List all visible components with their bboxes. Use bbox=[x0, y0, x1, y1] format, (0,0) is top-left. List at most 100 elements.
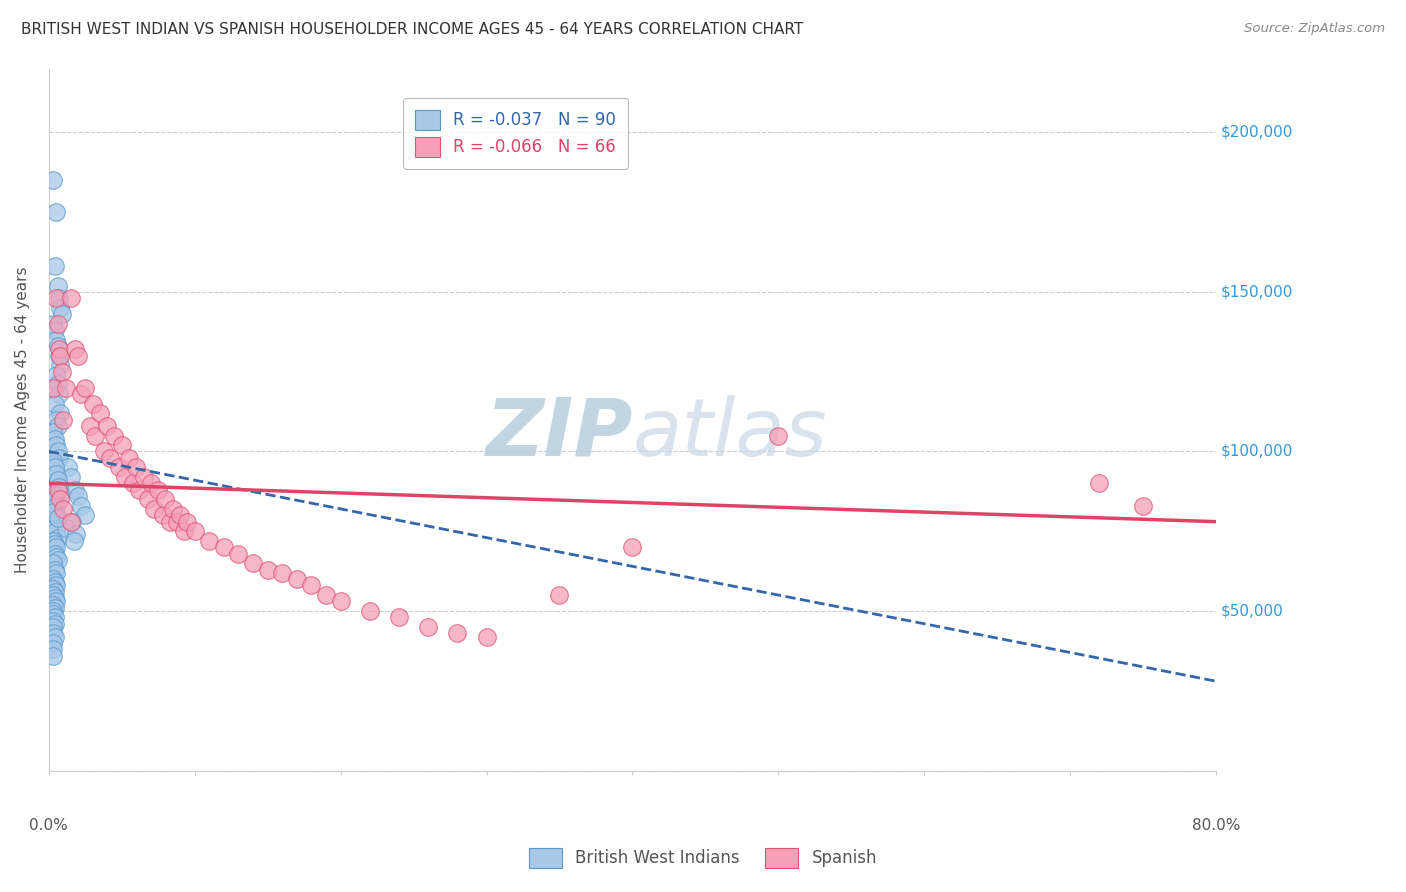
Point bbox=[45, 524, 67, 539]
Point bbox=[44, 585, 66, 599]
Point bbox=[45, 578, 67, 592]
Point bbox=[52, 502, 75, 516]
Point bbox=[45, 368, 67, 382]
Point bbox=[96, 418, 118, 433]
Point bbox=[44, 616, 66, 631]
Point bbox=[51, 365, 73, 379]
Point bbox=[42, 607, 65, 622]
Point bbox=[125, 460, 148, 475]
Point bbox=[136, 492, 159, 507]
Point bbox=[66, 489, 89, 503]
Point bbox=[46, 531, 69, 545]
Point bbox=[418, 620, 440, 634]
Point bbox=[62, 533, 84, 548]
Point bbox=[42, 533, 65, 548]
Point bbox=[44, 464, 66, 478]
Point bbox=[70, 499, 93, 513]
Point bbox=[49, 349, 72, 363]
Point bbox=[42, 588, 65, 602]
Legend: R = -0.037   N = 90, R = -0.066   N = 66: R = -0.037 N = 90, R = -0.066 N = 66 bbox=[404, 98, 628, 169]
Point bbox=[46, 511, 69, 525]
Point bbox=[44, 432, 66, 446]
Point bbox=[46, 278, 69, 293]
Point bbox=[65, 527, 87, 541]
Point bbox=[70, 387, 93, 401]
Point bbox=[46, 339, 69, 353]
Point bbox=[315, 588, 337, 602]
Point bbox=[44, 396, 66, 410]
Point bbox=[42, 636, 65, 650]
Point bbox=[44, 492, 66, 507]
Point bbox=[42, 604, 65, 618]
Point bbox=[42, 614, 65, 628]
Point bbox=[548, 588, 571, 602]
Point bbox=[84, 428, 107, 442]
Point bbox=[45, 594, 67, 608]
Point bbox=[42, 642, 65, 657]
Point bbox=[48, 387, 70, 401]
Point bbox=[44, 521, 66, 535]
Text: $50,000: $50,000 bbox=[1220, 604, 1284, 618]
Point bbox=[45, 495, 67, 509]
Point bbox=[46, 444, 69, 458]
Point bbox=[46, 476, 69, 491]
Point bbox=[45, 508, 67, 523]
Point bbox=[82, 396, 104, 410]
Point bbox=[173, 524, 195, 539]
Point bbox=[42, 620, 65, 634]
Point bbox=[63, 343, 86, 357]
Point bbox=[42, 648, 65, 663]
Point bbox=[166, 515, 188, 529]
Point bbox=[42, 457, 65, 471]
Legend: British West Indians, Spanish: British West Indians, Spanish bbox=[522, 841, 884, 875]
Point bbox=[44, 502, 66, 516]
Point bbox=[56, 460, 79, 475]
Point bbox=[42, 598, 65, 612]
Point bbox=[44, 460, 66, 475]
Point bbox=[176, 515, 198, 529]
Point bbox=[132, 470, 155, 484]
Point bbox=[44, 260, 66, 274]
Text: atlas: atlas bbox=[633, 394, 827, 473]
Point bbox=[42, 582, 65, 596]
Point bbox=[46, 418, 69, 433]
Point bbox=[46, 483, 69, 497]
Point bbox=[60, 515, 83, 529]
Point bbox=[152, 508, 174, 523]
Point bbox=[45, 566, 67, 580]
Point bbox=[183, 524, 205, 539]
Point bbox=[42, 173, 65, 187]
Point bbox=[48, 479, 70, 493]
Text: ZIP: ZIP bbox=[485, 394, 633, 473]
Point bbox=[59, 291, 82, 305]
Point bbox=[44, 610, 66, 624]
Point bbox=[49, 301, 72, 315]
Point bbox=[75, 508, 97, 523]
Point bbox=[42, 486, 65, 500]
Point bbox=[49, 486, 72, 500]
Point bbox=[42, 425, 65, 440]
Point bbox=[55, 381, 77, 395]
Point bbox=[118, 450, 141, 465]
Point bbox=[66, 349, 89, 363]
Point bbox=[44, 562, 66, 576]
Point bbox=[45, 438, 67, 452]
Point bbox=[42, 505, 65, 519]
Point bbox=[42, 517, 65, 532]
Point bbox=[142, 502, 165, 516]
Text: Source: ZipAtlas.com: Source: ZipAtlas.com bbox=[1244, 22, 1385, 36]
Point bbox=[59, 470, 82, 484]
Point bbox=[98, 450, 121, 465]
Point bbox=[44, 492, 66, 507]
Point bbox=[1088, 476, 1111, 491]
Point bbox=[45, 333, 67, 347]
Point bbox=[49, 492, 72, 507]
Point bbox=[621, 540, 644, 554]
Point bbox=[139, 476, 162, 491]
Point bbox=[46, 511, 69, 525]
Point bbox=[59, 515, 82, 529]
Point bbox=[169, 508, 191, 523]
Point bbox=[42, 572, 65, 586]
Point bbox=[159, 515, 181, 529]
Point bbox=[63, 483, 86, 497]
